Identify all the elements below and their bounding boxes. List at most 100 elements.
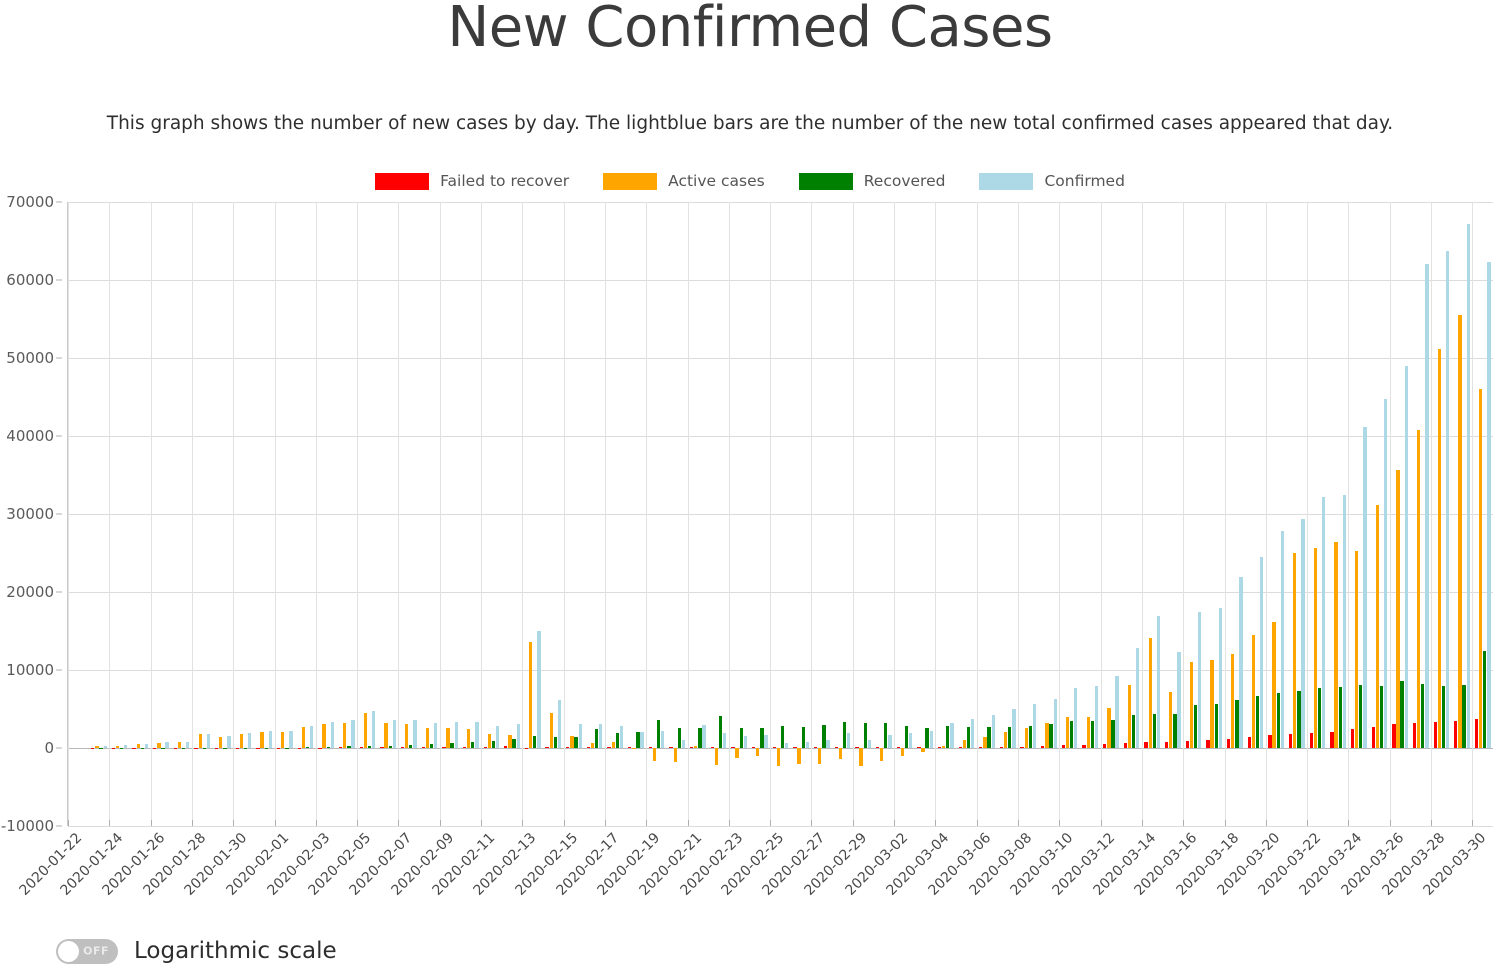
bar[interactable] [276,747,281,749]
bar[interactable] [1400,680,1404,748]
bar[interactable] [1363,426,1367,748]
bar-group[interactable] [91,202,108,826]
bar[interactable] [673,748,677,762]
bar[interactable] [991,715,995,748]
bar[interactable] [1355,550,1359,748]
bar-group[interactable] [937,202,954,826]
bar-group[interactable] [917,202,934,826]
bar-group[interactable] [1309,202,1326,826]
bar[interactable] [669,747,673,749]
bar[interactable] [1462,684,1466,748]
bar[interactable] [1115,676,1119,748]
bar[interactable] [1478,389,1483,748]
bar-group[interactable] [380,202,397,826]
bar[interactable] [1458,314,1462,748]
bar[interactable] [1404,366,1408,748]
bar[interactable] [553,736,558,748]
bar[interactable] [322,723,326,748]
bar[interactable] [264,747,268,749]
bar[interactable] [966,727,971,748]
bar[interactable] [1301,519,1305,748]
bar-group[interactable] [462,202,479,826]
bar[interactable] [1169,691,1173,748]
bar[interactable] [413,720,417,748]
bar[interactable] [1020,746,1024,748]
bar-group[interactable] [359,202,376,826]
bar[interactable] [1437,348,1441,748]
bar[interactable] [318,747,322,749]
bar[interactable] [227,736,231,748]
bar[interactable] [516,724,520,748]
bar[interactable] [822,725,826,748]
bar[interactable] [429,743,434,748]
bar-group[interactable] [1474,202,1491,826]
bar[interactable] [454,722,458,748]
bar[interactable] [1474,718,1479,748]
bar[interactable] [1483,650,1487,748]
bar[interactable] [1330,731,1334,748]
bar[interactable] [941,745,946,748]
bar[interactable] [760,727,764,748]
bar[interactable] [380,747,384,749]
bar[interactable] [260,731,264,748]
bar[interactable] [1065,717,1070,748]
bar[interactable] [528,642,533,748]
bar[interactable] [764,734,768,748]
bar[interactable] [785,743,789,748]
bar[interactable] [1189,661,1194,748]
bar[interactable] [846,732,851,748]
bar[interactable] [946,725,950,748]
bar[interactable] [797,748,801,764]
bar-group[interactable] [1330,202,1347,826]
bar[interactable] [900,748,904,757]
bar[interactable] [153,747,157,749]
bar[interactable] [103,746,107,748]
bar-group[interactable] [1412,202,1429,826]
bar[interactable] [1272,621,1276,748]
bar[interactable] [1433,721,1437,748]
bar[interactable] [937,747,942,749]
bar-group[interactable] [731,202,748,826]
bar[interactable] [1136,647,1140,748]
bar[interactable] [140,747,144,749]
bar[interactable] [433,722,438,748]
bar[interactable] [1441,685,1446,748]
bar-group[interactable] [1268,202,1285,826]
bar[interactable] [495,726,500,748]
bar-group[interactable] [318,202,335,826]
bar[interactable] [714,748,719,766]
bar-group[interactable] [421,202,438,826]
bar-group[interactable] [70,202,87,826]
bar[interactable] [392,719,396,748]
bar[interactable] [557,700,562,748]
bar[interactable] [1193,705,1198,748]
bar[interactable] [698,728,702,748]
bar[interactable] [363,713,368,748]
bar-group[interactable] [504,202,521,826]
bar[interactable] [347,746,351,748]
bar-group[interactable] [1433,202,1450,826]
bar[interactable] [987,727,991,748]
bar[interactable] [958,747,962,749]
bar[interactable] [475,722,479,748]
bar[interactable] [177,741,182,748]
bar[interactable] [549,712,553,748]
bar[interactable] [371,710,376,748]
bar[interactable] [1396,470,1400,748]
bar[interactable] [310,726,314,748]
bar[interactable] [450,743,454,748]
bar[interactable] [1487,262,1491,748]
bar[interactable] [1156,616,1161,748]
bar-group[interactable] [669,202,686,826]
bar[interactable] [1103,744,1107,748]
bar[interactable] [1231,653,1235,748]
bar-group[interactable] [566,202,583,826]
bar[interactable] [805,741,809,748]
bar-group[interactable] [173,202,190,826]
bar[interactable] [1371,726,1375,748]
bar-group[interactable] [1061,202,1078,826]
bar[interactable] [640,731,644,748]
bar[interactable] [462,747,467,749]
bar-group[interactable] [442,202,459,826]
bar-group[interactable] [524,202,541,826]
